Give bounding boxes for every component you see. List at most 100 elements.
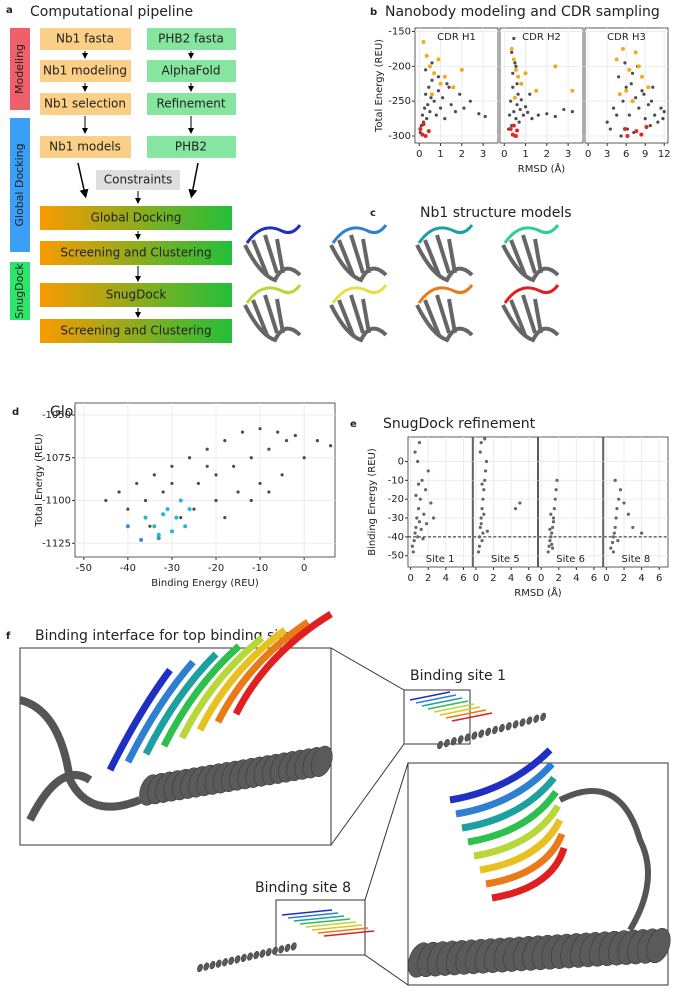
point [476,550,481,554]
point [478,525,482,530]
point [614,57,619,62]
helix [240,953,247,963]
point [302,456,306,460]
point [553,114,557,119]
strand [317,927,369,934]
helix [540,712,547,721]
node: SnugDock [106,288,167,302]
strand [299,918,351,925]
point [414,525,418,530]
point [515,82,519,86]
helix [290,942,297,951]
point [608,127,612,131]
point [468,99,472,103]
x-tick-label: 0 [416,149,422,160]
point [424,522,429,526]
ribbon [331,284,388,304]
point [422,512,426,516]
facet-label: CDR H3 [607,32,646,43]
point [429,501,433,505]
x-tick-label: -50 [76,563,92,574]
ribbon [503,224,560,244]
strand [445,709,487,719]
point [418,497,422,501]
point [152,473,156,477]
point [477,535,482,539]
point [510,132,515,137]
x-tick-label: 6 [623,149,629,160]
x-tick-label: 4 [573,573,579,584]
point [553,64,558,69]
point [555,478,559,482]
point [328,444,333,448]
point [315,439,319,443]
point [550,542,554,546]
point [513,506,518,511]
point [258,481,262,486]
point [639,531,644,535]
point [630,71,635,75]
structure-models [243,224,560,343]
point [413,450,417,454]
helix [437,740,443,750]
point [621,46,626,51]
helix [265,948,272,957]
interface-panel: Binding site 1 Binding site 8 [18,611,671,986]
point [637,106,641,110]
point [417,441,422,445]
x-axis-label: RMSD (Å) [518,162,566,175]
point [416,482,421,486]
y-tick-label: -50 [388,551,404,562]
helix [222,958,228,967]
point [416,459,420,464]
point [424,488,428,492]
point [485,529,489,533]
y-axis-label: Total Energy (REU) [34,433,45,527]
point [422,106,427,110]
node: AlphaFold [162,64,221,78]
point [284,439,289,443]
point [639,132,644,137]
ribbon [329,234,388,283]
point [477,544,482,548]
point [421,122,426,127]
strand [142,651,219,756]
chart-title: SnugDock refinement [383,416,536,432]
point [523,71,528,76]
point [518,501,522,505]
ribbon [329,294,388,343]
point [612,531,616,535]
node: Refinement [156,97,225,111]
point [478,450,482,454]
point [625,134,630,139]
point [415,516,419,520]
point [152,524,157,529]
point [249,456,253,460]
point [484,459,489,464]
point [553,497,557,501]
point [570,88,575,93]
point [646,85,651,90]
point [610,540,615,545]
ribbon [415,234,474,283]
point [441,96,445,100]
point [438,106,443,110]
y-axis-label: Total Energy (REU) [374,39,385,133]
strand [106,667,173,772]
x-tick-label: 0 [538,573,544,584]
point [431,516,436,520]
point [550,525,555,530]
point [659,106,663,110]
point [416,506,421,511]
point [156,536,161,541]
ribbon [245,284,302,304]
x-tick-label: 2 [544,149,550,160]
node: Constraints [104,173,172,187]
strand [323,930,375,937]
facet-panel [74,402,336,558]
point [521,113,526,117]
strand [232,611,333,716]
strand [178,635,265,740]
point [514,117,518,121]
point [644,124,649,129]
